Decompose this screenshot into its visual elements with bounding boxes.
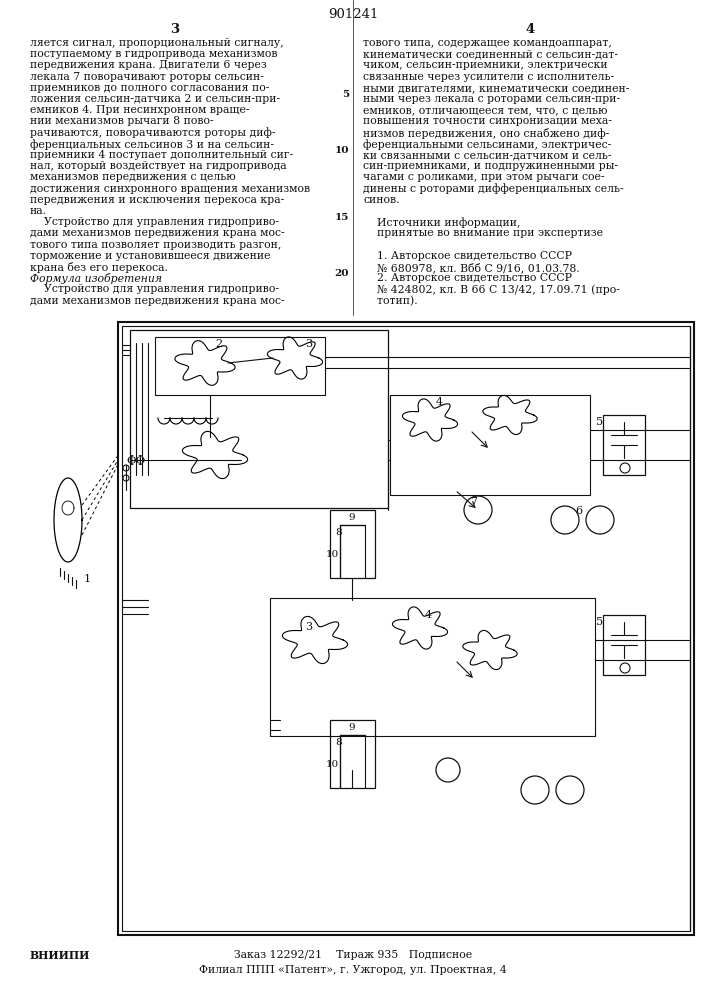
Bar bbox=[118, 322, 694, 935]
Text: 4: 4 bbox=[525, 23, 534, 36]
Text: Устройство для управления гидроприво-: Устройство для управления гидроприво- bbox=[30, 284, 279, 294]
Text: ляется сигнал, пропорциональный сигналу,: ляется сигнал, пропорциональный сигналу, bbox=[30, 38, 284, 48]
Text: приемников до полного согласования по-: приемников до полного согласования по- bbox=[30, 83, 269, 93]
Text: 5: 5 bbox=[596, 417, 603, 427]
Text: емников 4. При несинхронном враще-: емников 4. При несинхронном враще- bbox=[30, 105, 250, 115]
Text: ференциальными сельсинами, электричес-: ференциальными сельсинами, электричес- bbox=[363, 139, 612, 150]
Text: тотип).: тотип). bbox=[363, 296, 418, 306]
Text: ки связанными с сельсин-датчиком и сель-: ки связанными с сельсин-датчиком и сель- bbox=[363, 150, 612, 160]
Text: 8: 8 bbox=[335, 528, 341, 537]
Text: нии механизмов рычаги 8 пово-: нии механизмов рычаги 8 пово- bbox=[30, 116, 214, 126]
Text: Источники информации,: Источники информации, bbox=[363, 217, 520, 228]
Text: приемники 4 поступает дополнительный сиг-: приемники 4 поступает дополнительный сиг… bbox=[30, 150, 293, 160]
Bar bbox=[390, 395, 590, 495]
Text: ложения сельсин-датчика 2 и сельсин-при-: ложения сельсин-датчика 2 и сельсин-при- bbox=[30, 94, 280, 104]
Text: ференциальных сельсинов 3 и на сельсин-: ференциальных сельсинов 3 и на сельсин- bbox=[30, 139, 274, 150]
Text: ными через лекала с роторами сельсин-при-: ными через лекала с роторами сельсин-при… bbox=[363, 94, 620, 104]
Text: 3: 3 bbox=[305, 339, 312, 349]
Bar bbox=[155, 337, 325, 395]
Text: низмов передвижения, оно снабжено диф-: низмов передвижения, оно снабжено диф- bbox=[363, 128, 609, 139]
Text: 9: 9 bbox=[348, 723, 355, 732]
Text: кинематически соединенный с сельсин-дат-: кинематически соединенный с сельсин-дат- bbox=[363, 49, 618, 59]
Text: 10: 10 bbox=[326, 760, 339, 769]
Text: Филиал ППП «Патент», г. Ужгород, ул. Проектная, 4: Филиал ППП «Патент», г. Ужгород, ул. Про… bbox=[199, 965, 507, 975]
Text: принятые во внимание при экспертизе: принятые во внимание при экспертизе bbox=[363, 228, 603, 238]
Text: ΦΦ: ΦΦ bbox=[126, 455, 145, 468]
Text: передвижения крана. Двигатели 6 через: передвижения крана. Двигатели 6 через bbox=[30, 60, 267, 70]
Text: 6: 6 bbox=[575, 506, 582, 516]
Text: 2: 2 bbox=[215, 339, 222, 349]
Text: 5: 5 bbox=[342, 90, 349, 99]
Text: дами механизмов передвижения крана мос-: дами механизмов передвижения крана мос- bbox=[30, 228, 285, 238]
Text: 3: 3 bbox=[305, 622, 312, 632]
Text: достижения синхронного вращения механизмов: достижения синхронного вращения механизм… bbox=[30, 184, 310, 194]
Text: 7: 7 bbox=[470, 497, 477, 507]
Text: дами механизмов передвижения крана мос-: дами механизмов передвижения крана мос- bbox=[30, 296, 285, 306]
Text: тового типа позволяет производить разгон,: тового типа позволяет производить разгон… bbox=[30, 240, 281, 250]
Text: связанные через усилители с исполнитель-: связанные через усилители с исполнитель- bbox=[363, 72, 614, 82]
Text: 15: 15 bbox=[334, 213, 349, 222]
Text: чиком, сельсин-приемники, электрически: чиком, сельсин-приемники, электрически bbox=[363, 60, 607, 70]
Text: лекала 7 поворачивают роторы сельсин-: лекала 7 поворачивают роторы сельсин- bbox=[30, 72, 264, 82]
Text: 2. Авторское свидетельство СССР: 2. Авторское свидетельство СССР bbox=[363, 273, 572, 283]
Text: крана без его перекоса.: крана без его перекоса. bbox=[30, 262, 168, 273]
Bar bbox=[330, 510, 375, 578]
Text: Заказ 12292/21    Тираж 935   Подписное: Заказ 12292/21 Тираж 935 Подписное bbox=[234, 950, 472, 960]
Bar bbox=[603, 415, 645, 475]
Text: Формула изобретения: Формула изобретения bbox=[30, 273, 162, 284]
Text: 4: 4 bbox=[425, 610, 432, 620]
Text: 10: 10 bbox=[334, 146, 349, 155]
Text: поступаемому в гидропривода механизмов: поступаемому в гидропривода механизмов bbox=[30, 49, 278, 59]
Text: 1. Авторское свидетельство СССР: 1. Авторское свидетельство СССР bbox=[363, 251, 572, 261]
Text: торможение и установившееся движение: торможение и установившееся движение bbox=[30, 251, 271, 261]
Text: емников, отличающееся тем, что, с целью: емников, отличающееся тем, что, с целью bbox=[363, 105, 607, 115]
Text: 4: 4 bbox=[436, 397, 443, 407]
Text: 10: 10 bbox=[326, 550, 339, 559]
Text: на.: на. bbox=[30, 206, 47, 216]
Text: Устройство для управления гидроприво-: Устройство для управления гидроприво- bbox=[30, 217, 279, 227]
Text: № 424802, кл. В 66 С 13/42, 17.09.71 (про-: № 424802, кл. В 66 С 13/42, 17.09.71 (пр… bbox=[363, 284, 620, 295]
Text: синов.: синов. bbox=[363, 195, 399, 205]
Bar bbox=[603, 615, 645, 675]
Text: нал, который воздействует на гидропривода: нал, который воздействует на гидропривод… bbox=[30, 161, 286, 171]
Bar bbox=[330, 720, 375, 788]
Text: рачиваются, поворачиваются роторы диф-: рачиваются, поворачиваются роторы диф- bbox=[30, 128, 276, 138]
Text: ВНИИПИ: ВНИИПИ bbox=[30, 950, 90, 961]
Text: син-приемниками, и подпружиненными ры-: син-приемниками, и подпружиненными ры- bbox=[363, 161, 618, 171]
Text: тового типа, содержащее командоаппарат,: тового типа, содержащее командоаппарат, bbox=[363, 38, 612, 48]
Text: механизмов передвижения с целью: механизмов передвижения с целью bbox=[30, 172, 235, 182]
Bar bbox=[122, 326, 690, 931]
Text: 3: 3 bbox=[170, 23, 180, 36]
Bar bbox=[130, 330, 388, 508]
Text: 20: 20 bbox=[334, 269, 349, 278]
Text: 8: 8 bbox=[335, 738, 341, 747]
Text: 1: 1 bbox=[84, 574, 91, 584]
Bar bbox=[270, 598, 595, 736]
Text: ными двигателями, кинематически соединен-: ными двигателями, кинематически соединен… bbox=[363, 83, 629, 93]
Text: чагами с роликами, при этом рычаги сое-: чагами с роликами, при этом рычаги сое- bbox=[363, 172, 604, 182]
Text: динены с роторами дифференциальных сель-: динены с роторами дифференциальных сель- bbox=[363, 184, 624, 194]
Text: 5: 5 bbox=[596, 617, 603, 627]
Text: 9: 9 bbox=[348, 513, 355, 522]
Text: 901241: 901241 bbox=[328, 8, 378, 21]
Text: передвижения и исключения перекоса кра-: передвижения и исключения перекоса кра- bbox=[30, 195, 284, 205]
Text: № 680978, кл. Вбб С 9/16, 01.03.78.: № 680978, кл. Вбб С 9/16, 01.03.78. bbox=[363, 262, 580, 273]
Text: повышения точности синхронизации меха-: повышения точности синхронизации меха- bbox=[363, 116, 612, 126]
